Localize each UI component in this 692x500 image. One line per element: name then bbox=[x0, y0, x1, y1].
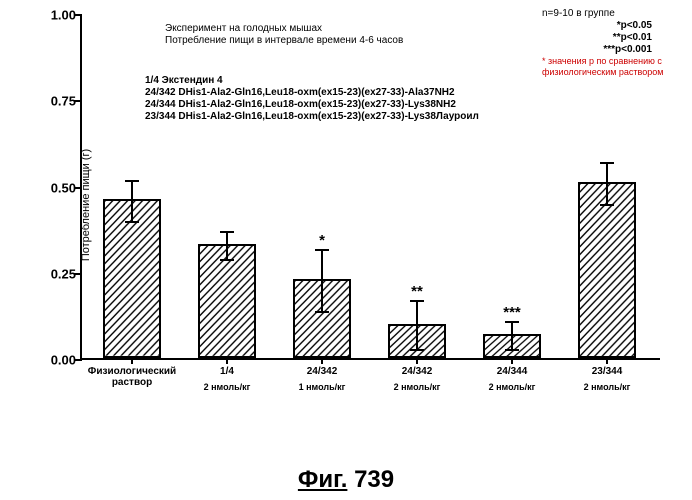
y-tick-label: 0.75 bbox=[40, 94, 76, 109]
y-tick-label: 0.50 bbox=[40, 180, 76, 195]
bar bbox=[103, 199, 161, 358]
x-tick bbox=[321, 358, 323, 364]
bar bbox=[578, 182, 636, 358]
legend-note: * значения p по сравнению с физиологичес… bbox=[542, 56, 682, 78]
x-label-primary: 23/344 bbox=[562, 366, 652, 377]
y-tick-label: 0.25 bbox=[40, 266, 76, 281]
legend-p3: ***p<0.001 bbox=[542, 44, 682, 56]
y-tick-label: 1.00 bbox=[40, 8, 76, 23]
error-cap bbox=[410, 300, 424, 302]
error-cap bbox=[125, 221, 139, 223]
error-bar bbox=[226, 232, 228, 260]
x-label-dose: 2 нмоль/кг bbox=[372, 382, 462, 392]
x-label-dose: 1 нмоль/кг bbox=[277, 382, 367, 392]
error-bar bbox=[511, 322, 513, 350]
significance-marker: ** bbox=[411, 283, 423, 300]
error-cap bbox=[600, 162, 614, 164]
error-cap bbox=[220, 259, 234, 261]
x-label-dose: 2 нмоль/кг bbox=[562, 382, 652, 392]
figure-caption: Фиг. 739 bbox=[298, 466, 394, 494]
error-bar bbox=[131, 181, 133, 222]
error-cap bbox=[220, 231, 234, 233]
x-label-primary-2: раствор bbox=[87, 377, 177, 388]
error-cap bbox=[505, 349, 519, 351]
error-bar bbox=[321, 250, 323, 312]
error-cap bbox=[315, 249, 329, 251]
x-tick bbox=[416, 358, 418, 364]
legend-p1: *p<0.05 bbox=[542, 20, 682, 32]
x-tick bbox=[131, 358, 133, 364]
figure-caption-num: 739 bbox=[354, 466, 394, 493]
figure-caption-prefix: Фиг. bbox=[298, 466, 348, 493]
significance-marker: *** bbox=[503, 304, 521, 321]
error-cap bbox=[125, 180, 139, 182]
x-label-primary: 24/342 bbox=[277, 366, 367, 377]
error-bar bbox=[606, 163, 608, 204]
x-label-primary: 24/342 bbox=[372, 366, 462, 377]
x-label-primary: 1/4 bbox=[182, 366, 272, 377]
legend-p2: **p<0.01 bbox=[542, 32, 682, 44]
bar bbox=[198, 244, 256, 358]
error-cap bbox=[600, 204, 614, 206]
error-cap bbox=[315, 311, 329, 313]
x-tick bbox=[606, 358, 608, 364]
y-tick-label: 0.00 bbox=[40, 353, 76, 368]
x-tick bbox=[226, 358, 228, 364]
legend-n: n=9-10 в группе bbox=[542, 8, 682, 20]
x-label-primary: Физиологический bbox=[87, 366, 177, 377]
x-label-dose: 2 нмоль/кг bbox=[182, 382, 272, 392]
x-tick bbox=[511, 358, 513, 364]
error-cap bbox=[505, 321, 519, 323]
error-bar bbox=[416, 301, 418, 349]
significance-marker: * bbox=[319, 232, 325, 249]
legend: n=9-10 в группе *p<0.05 **p<0.01 ***p<0.… bbox=[542, 8, 682, 78]
error-cap bbox=[410, 349, 424, 351]
x-label-primary: 24/344 bbox=[467, 366, 557, 377]
x-label-dose: 2 нмоль/кг bbox=[467, 382, 557, 392]
